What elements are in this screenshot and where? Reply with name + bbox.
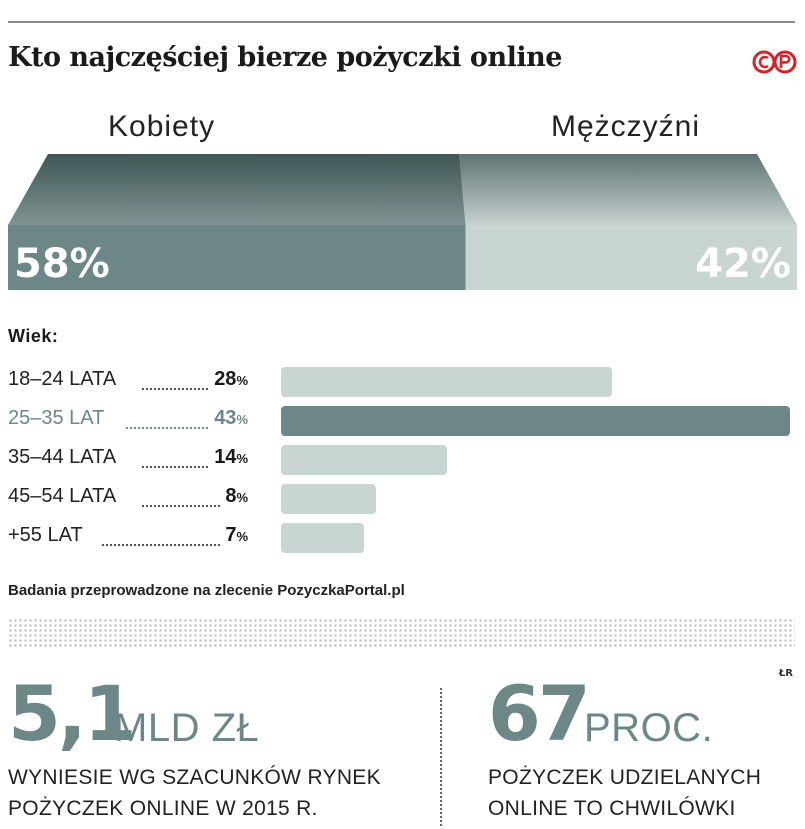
age-value: 43% xyxy=(214,407,248,429)
age-value: 28% xyxy=(214,368,248,390)
age-value: 7% xyxy=(225,524,248,546)
bar-top-women xyxy=(8,154,466,225)
stat-market-value: 5,1 xyxy=(8,669,137,758)
stat-market-desc-line1: WYNIESIE WG SZACUNKÓW RYNEK xyxy=(8,766,381,789)
chart-title: Kto najczęściej bierze pożyczki online xyxy=(8,42,562,73)
age-row: 45–54 LATA 8% xyxy=(8,481,798,515)
age-row: 25–35 LAT 43% xyxy=(8,403,798,437)
age-leader-dots xyxy=(142,505,220,507)
age-bar xyxy=(281,484,376,514)
stat-payday-desc-line1: POŻYCZEK UDZIELANYCH xyxy=(488,766,762,789)
age-leader-dots xyxy=(126,427,208,429)
age-section-title: Wiek: xyxy=(8,326,59,346)
age-leader-dots xyxy=(142,466,208,468)
age-bar xyxy=(281,523,364,553)
source-note: Badania przeprowadzone na zlecenie Pozyc… xyxy=(8,582,405,599)
value-label-women: 58% xyxy=(14,241,110,287)
age-row: 35–44 LATA 14% xyxy=(8,442,798,476)
stat-market-unit: MLD ZŁ xyxy=(114,706,260,750)
bar-women xyxy=(8,225,466,290)
age-leader-dots xyxy=(142,388,208,390)
value-label-men: 42% xyxy=(695,241,791,287)
stat-payday-unit: PROC. xyxy=(584,706,714,750)
publisher-logo-icon xyxy=(752,50,797,74)
age-bar xyxy=(281,406,790,436)
age-row: +55 LAT 7% xyxy=(8,520,798,554)
age-bar xyxy=(281,445,447,475)
bar-top-men xyxy=(459,154,797,225)
age-value: 8% xyxy=(225,485,248,507)
stat-market-description: WYNIESIE WG SZACUNKÓW RYNEK POŻYCZEK ONL… xyxy=(8,762,381,824)
dotted-separator xyxy=(8,618,795,648)
bar-men xyxy=(465,225,797,290)
age-value: 14% xyxy=(214,446,248,468)
age-label: 25–35 LAT xyxy=(8,407,105,429)
stat-market-desc-line2: POŻYCZEK ONLINE W 2015 R. xyxy=(8,797,318,820)
gender-label-men: Mężczyźni xyxy=(550,110,700,143)
age-label: 18–24 LATA xyxy=(8,368,117,390)
age-bar xyxy=(281,367,613,397)
stat-payday-share: 67 xyxy=(488,669,591,758)
age-row: 18–24 LATA 28% xyxy=(8,364,798,398)
age-label: 35–44 LATA xyxy=(8,446,117,468)
author-credit: ŁR xyxy=(778,668,793,679)
stat-payday-desc-line2: ONLINE TO CHWILÓWKI xyxy=(488,797,736,820)
stats-divider xyxy=(440,688,442,826)
stat-payday-description: POŻYCZEK UDZIELANYCH ONLINE TO CHWILÓWKI xyxy=(488,762,761,824)
age-label: 45–54 LATA xyxy=(8,485,117,507)
age-leader-dots xyxy=(102,544,220,546)
age-label: +55 LAT xyxy=(8,524,83,546)
gender-share-chart: 58% 42% xyxy=(8,154,797,290)
top-rule xyxy=(8,21,795,23)
gender-label-women: Kobiety xyxy=(108,110,216,143)
